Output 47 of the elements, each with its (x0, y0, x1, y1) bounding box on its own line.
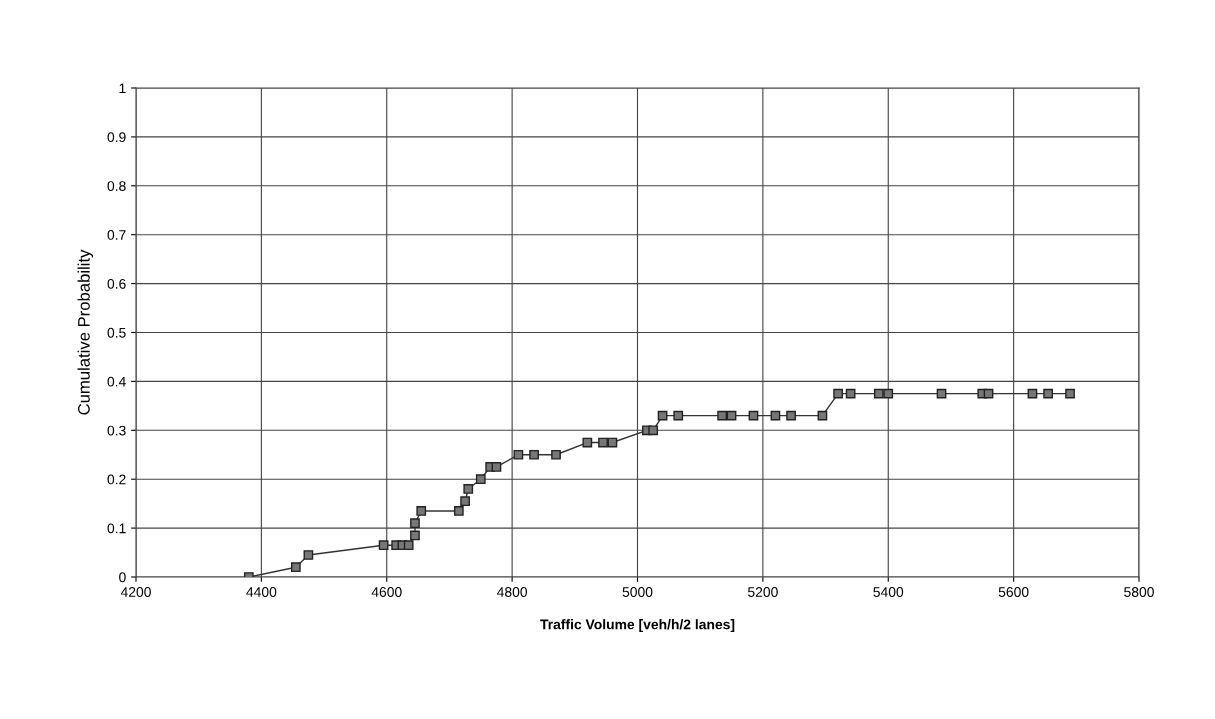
x-tick-label: 5800 (1124, 587, 1154, 597)
point (513, 449, 524, 460)
point (883, 388, 894, 399)
point (460, 496, 470, 507)
point (673, 410, 684, 421)
y-tick-label: 0.8 (107, 181, 126, 191)
x-tick-label: 5600 (998, 587, 1029, 597)
y-tick-label: 0 (119, 572, 126, 583)
y-tick-label: 0.5 (107, 327, 126, 338)
point (453, 506, 464, 516)
point (416, 506, 427, 516)
y-tick-label: 0.3 (107, 425, 126, 436)
point (303, 550, 314, 560)
point (290, 562, 301, 573)
point (529, 449, 539, 460)
y-tick-label: 0.6 (107, 278, 126, 289)
point (410, 530, 420, 541)
y-tick-label: 0.7 (107, 230, 126, 240)
x-axis-title: Traffic Volume [veh/h/2 lanes] (540, 619, 735, 633)
x-tick-label: 4200 (120, 587, 151, 597)
x-tick-label: 4600 (371, 587, 402, 597)
x-tick-label: 5200 (747, 587, 778, 597)
x-tick-label: 5400 (873, 587, 904, 597)
point (378, 540, 389, 551)
y-tick-label: 0.2 (107, 474, 126, 485)
point (598, 437, 608, 448)
x-tick-label: 4400 (246, 587, 277, 597)
point (833, 388, 843, 399)
point (786, 410, 796, 421)
point (475, 474, 486, 485)
point (403, 540, 414, 551)
y-tick-label: 1 (119, 83, 126, 94)
point (491, 462, 502, 472)
y-axis-title: Cumulative Probability (77, 249, 94, 415)
point (582, 437, 593, 448)
y-tick-label: 0.1 (107, 523, 126, 534)
x-tick-label: 4800 (497, 587, 528, 597)
point (410, 518, 420, 529)
point (1065, 388, 1075, 399)
point (463, 484, 474, 494)
x-tick-label: 5000 (622, 587, 653, 597)
point (648, 425, 659, 436)
point (551, 449, 561, 460)
y-tick-label: 0.9 (107, 132, 126, 143)
point (1043, 388, 1053, 399)
y-tick-label: 0.4 (107, 376, 126, 387)
point (717, 410, 727, 421)
